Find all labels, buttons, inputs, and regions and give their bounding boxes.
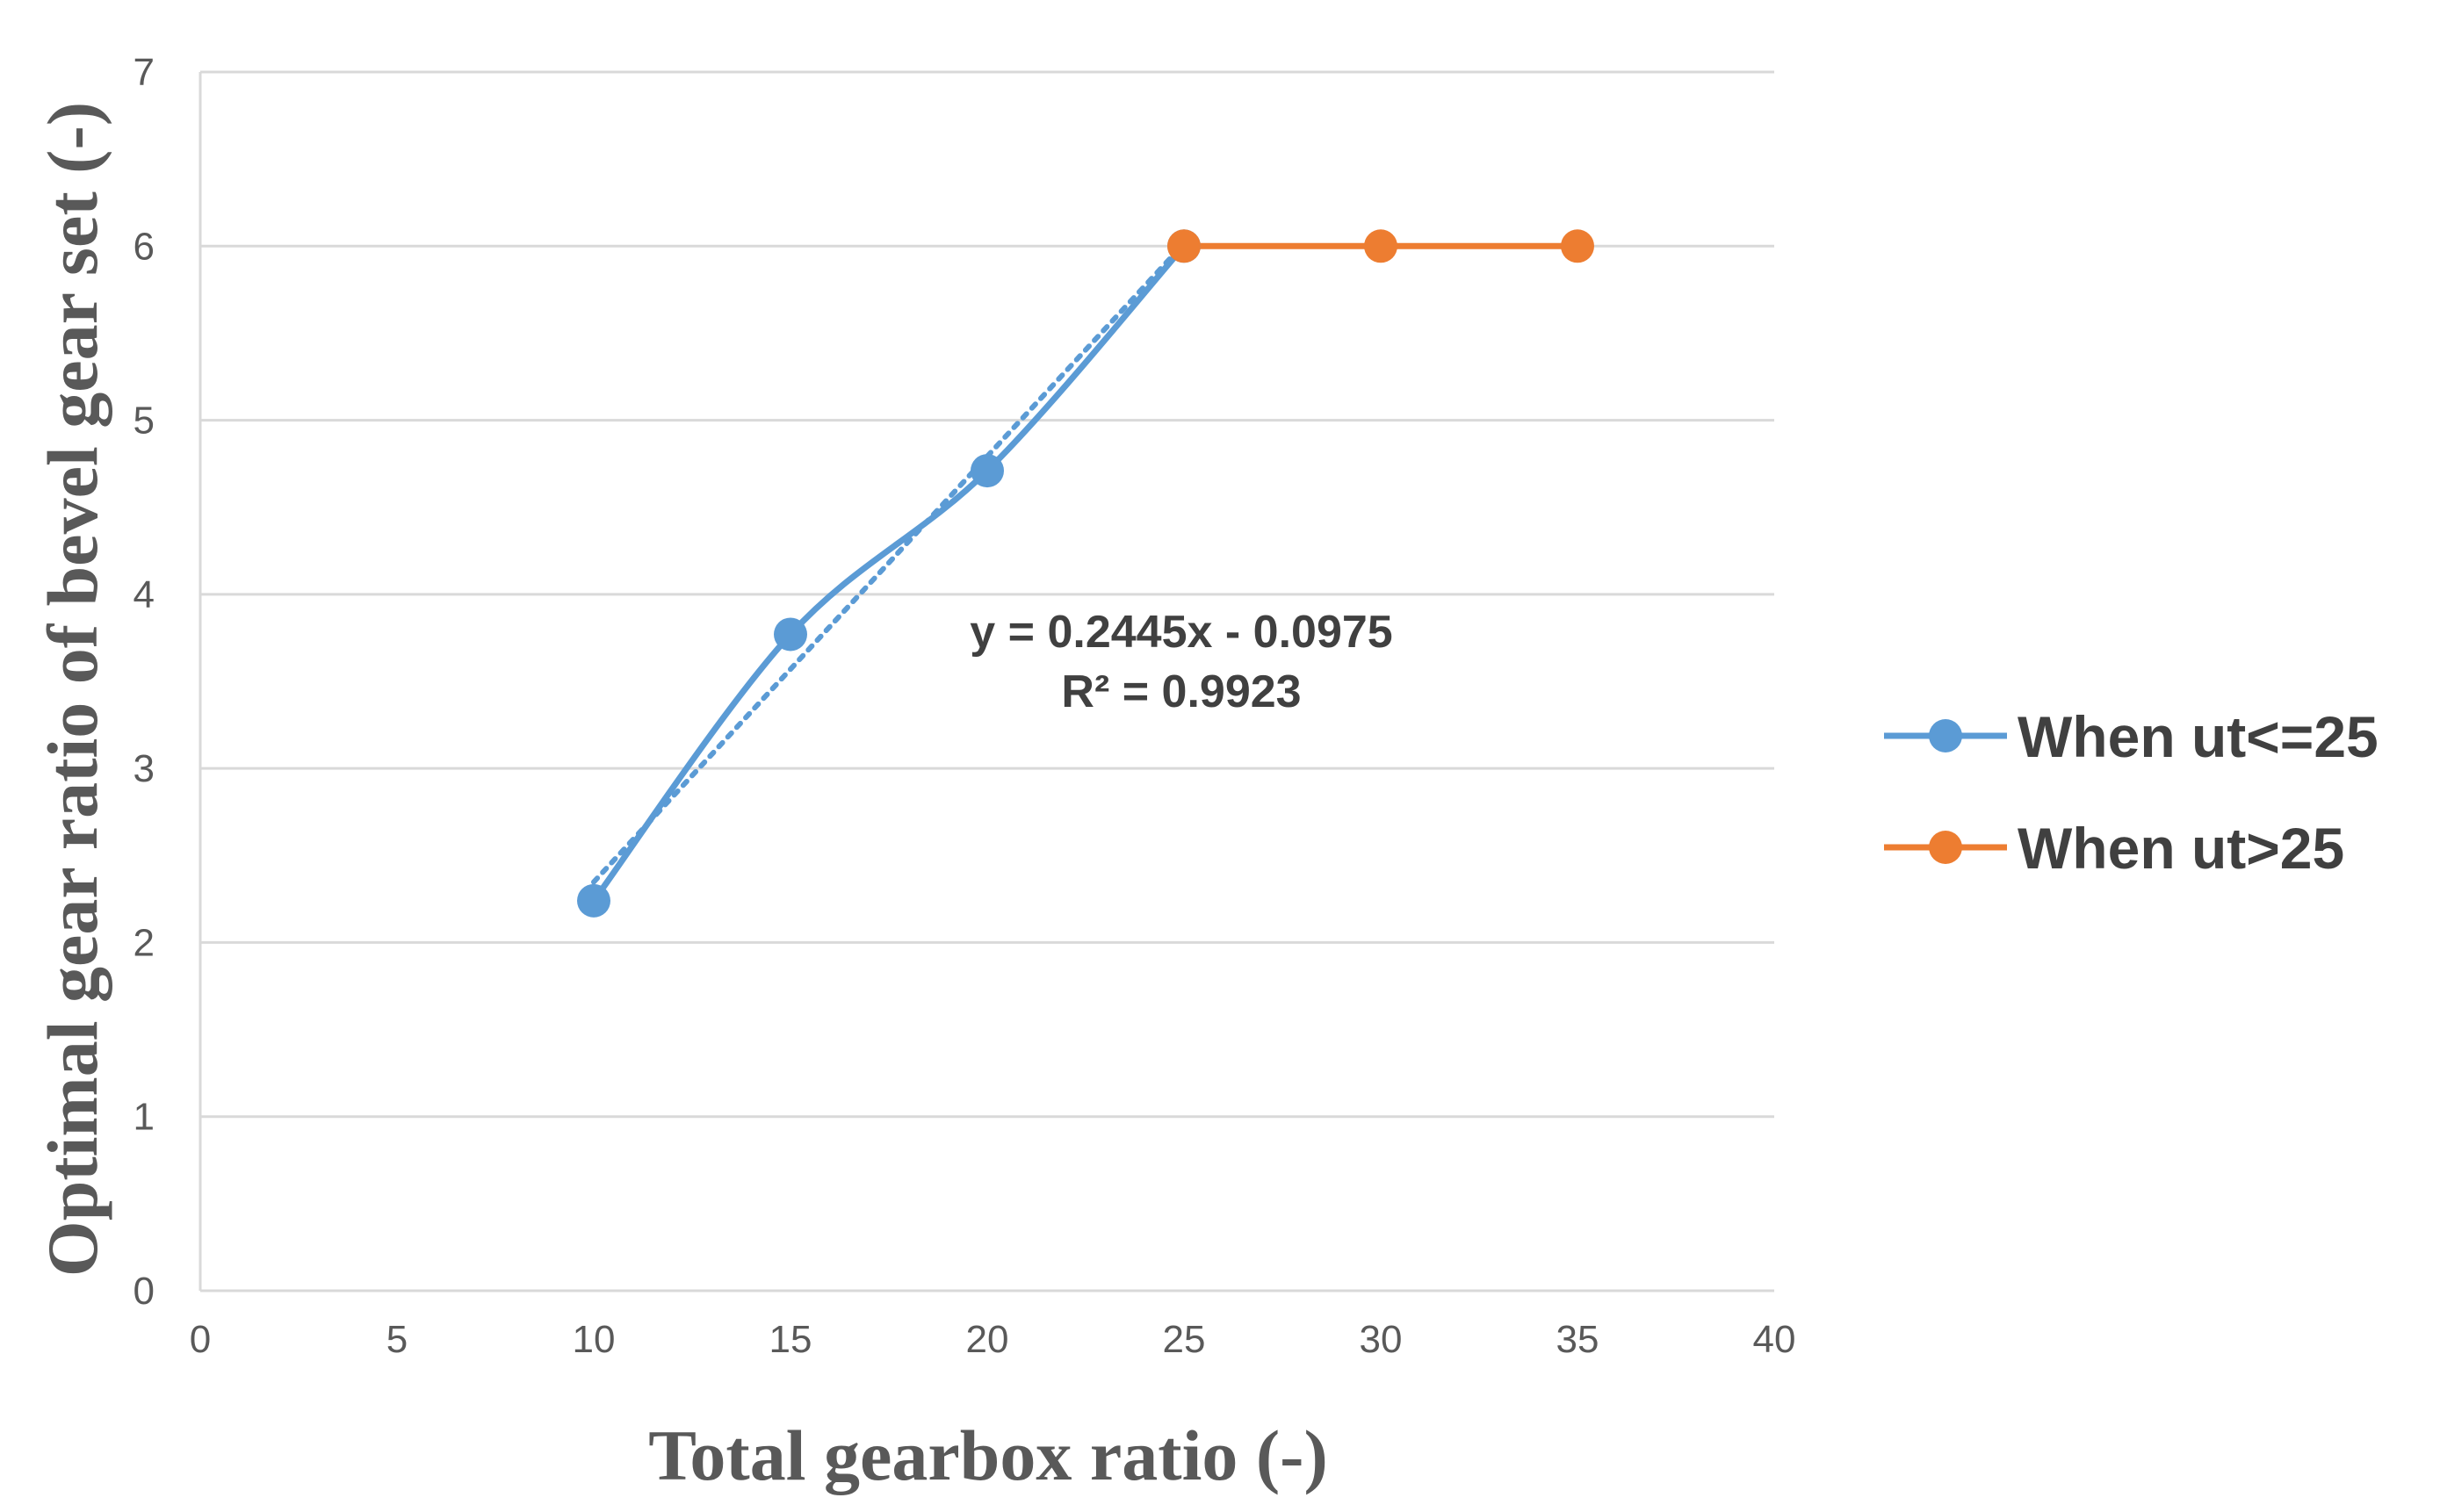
y-tick-label-7: 7 xyxy=(134,51,155,94)
series-line-1 xyxy=(590,242,1188,904)
y-tick-label-5: 5 xyxy=(134,400,155,443)
y-tick-label-1: 1 xyxy=(134,1096,155,1139)
data-point-s2-35 xyxy=(1561,229,1594,263)
x-tick-label-30: 30 xyxy=(1360,1318,1403,1361)
data-point-s1-10 xyxy=(577,883,610,918)
x-tick-label-35: 35 xyxy=(1556,1318,1599,1361)
y-tick-label-6: 6 xyxy=(134,225,155,268)
x-tick-label-20: 20 xyxy=(966,1318,1009,1361)
data-points xyxy=(577,229,1594,918)
x-tick-label-25: 25 xyxy=(1163,1318,1206,1361)
y-axis-title: Optimal gear ratio of bevel gear set (-) xyxy=(32,102,112,1277)
y-tick-label-2: 2 xyxy=(134,921,155,964)
y-tick-label-4: 4 xyxy=(134,573,155,616)
trendline-line xyxy=(591,241,1187,885)
legend: When ut<=25 When ut>25 xyxy=(1884,704,2379,881)
data-point-s1-15 xyxy=(774,617,807,652)
x-tick-label-0: 0 xyxy=(190,1318,211,1361)
trendline-equation: y = 0.2445x - 0.0975 xyxy=(970,607,1392,658)
x-tick-label-5: 5 xyxy=(386,1318,408,1361)
x-tick-labels: 0 5 10 15 20 25 30 35 40 xyxy=(190,1318,1796,1361)
data-point-s2-25 xyxy=(1167,229,1201,263)
legend-marker-2 xyxy=(1929,831,1962,864)
legend-label-2: When ut>25 xyxy=(2018,816,2344,881)
trendline-r-squared: R² = 0.9923 xyxy=(1061,666,1301,717)
axes xyxy=(199,72,1774,1292)
x-tick-label-10: 10 xyxy=(573,1318,616,1361)
data-point-s2-30 xyxy=(1364,229,1397,263)
trendline xyxy=(591,241,1187,885)
series-lines xyxy=(590,242,1581,904)
legend-marker-1 xyxy=(1929,719,1962,752)
y-tick-labels: 0 1 2 3 4 5 6 7 xyxy=(134,51,155,1313)
data-point-s1-20 xyxy=(971,454,1004,488)
y-tick-label-0: 0 xyxy=(134,1270,155,1313)
y-tick-label-3: 3 xyxy=(134,747,155,790)
x-tick-label-40: 40 xyxy=(1753,1318,1796,1361)
gridlines xyxy=(200,70,1774,1119)
x-axis-title: Total gearbox ratio (-) xyxy=(648,1415,1328,1495)
x-tick-label-15: 15 xyxy=(769,1318,812,1361)
legend-label-1: When ut<=25 xyxy=(2018,704,2379,769)
